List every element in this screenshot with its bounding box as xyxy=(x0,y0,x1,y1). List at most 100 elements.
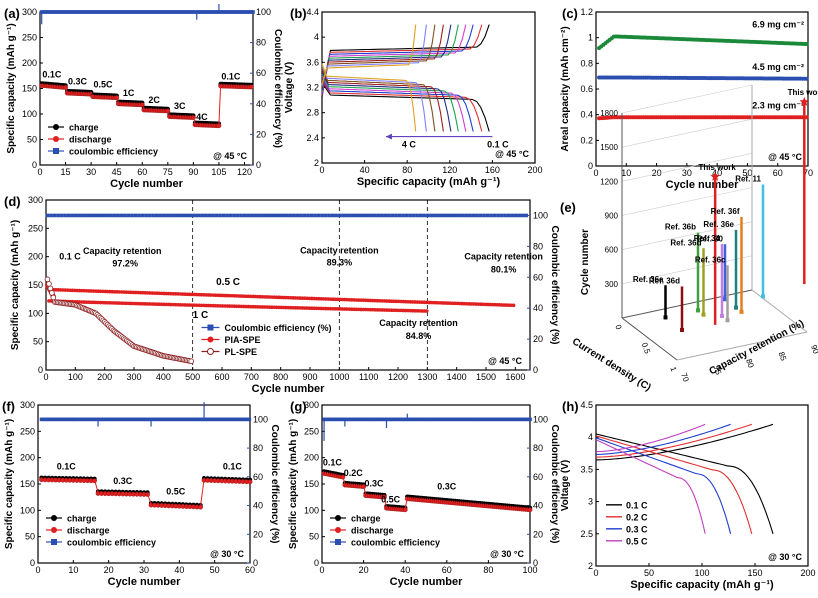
ce-point xyxy=(80,417,84,422)
ce-point xyxy=(179,213,184,218)
ce-point xyxy=(422,213,426,218)
ce-point xyxy=(133,417,137,422)
ce-point xyxy=(334,417,339,422)
ce-point xyxy=(186,213,191,218)
ce-point xyxy=(429,213,433,218)
ce-point xyxy=(77,213,81,218)
bar-label: Ref. 36d xyxy=(649,276,680,285)
y-tick-label: 0.2 xyxy=(580,135,593,145)
ce-point xyxy=(509,417,514,422)
bar-base xyxy=(725,318,730,323)
discharge-curve xyxy=(595,439,706,534)
ce-point xyxy=(87,213,92,218)
y-tick-label: 200 xyxy=(20,453,35,463)
ce-point xyxy=(175,417,180,422)
loading-label: 4.5 mg cm⁻² xyxy=(752,62,804,72)
ce-point xyxy=(243,417,247,422)
x-tick-label: 0 xyxy=(35,565,40,575)
ce-point xyxy=(256,213,261,218)
ce-point xyxy=(510,213,514,218)
rate-label: 2C xyxy=(148,95,160,105)
x-tick-label: 45 xyxy=(112,167,122,177)
y2-tick-label: 0 xyxy=(533,558,538,568)
ce-point xyxy=(341,417,345,422)
ce-point xyxy=(517,213,521,218)
y-tick-label: 0 xyxy=(314,558,319,568)
step-connector xyxy=(94,479,99,493)
ce-point xyxy=(365,417,370,422)
legend-marker xyxy=(207,324,214,331)
y-tick-label: 70 xyxy=(679,372,691,384)
ce-point xyxy=(177,417,182,422)
y-tick-label: 2.5 xyxy=(580,529,593,539)
ce-point xyxy=(295,213,300,218)
ce-point xyxy=(91,213,96,218)
rate-arrow-head xyxy=(385,133,392,140)
retention-label: Capacity retention xyxy=(464,252,543,262)
step-connector xyxy=(167,109,170,116)
y-tick-label: 150 xyxy=(304,479,319,489)
ce-point xyxy=(475,213,479,218)
ce-point xyxy=(73,417,78,422)
y-tick-label: 4.4 xyxy=(306,7,319,17)
ce-point xyxy=(383,213,388,218)
ce-point xyxy=(386,417,391,422)
ce-point xyxy=(320,213,324,218)
ce-point xyxy=(205,417,209,422)
ce-point xyxy=(198,417,203,422)
ce-point xyxy=(480,417,484,422)
panel-c: 0 10 20 30 40 50 60 70 0 0.2 0.4 0.6 0.8 1 1.2 Cycle nu… xyxy=(560,6,813,191)
ce-point xyxy=(111,417,116,422)
x-axis-label: Cycle number xyxy=(666,179,739,191)
y2-tick-label: 60 xyxy=(533,472,543,482)
rate-label: 1C xyxy=(123,88,135,98)
rate-label: 0.1C xyxy=(323,458,343,468)
y-tick-label: 200 xyxy=(28,252,43,262)
pl-spe-point xyxy=(188,358,195,365)
ce-point xyxy=(413,417,418,422)
ce-point xyxy=(120,417,124,422)
y-tick-label: 2 xyxy=(314,158,319,168)
ce-point xyxy=(181,417,186,422)
legend-label: discharge xyxy=(351,526,394,536)
ce-point xyxy=(353,417,358,422)
ce-point xyxy=(94,213,99,218)
ce-point xyxy=(236,417,241,422)
legend-marker xyxy=(51,527,57,533)
x-axis-label: Specific capacity (mAh g⁻¹) xyxy=(357,176,501,188)
ce-point xyxy=(447,417,451,422)
panel-label: (f) xyxy=(2,399,15,414)
pia-point xyxy=(424,309,429,313)
ce-point xyxy=(422,417,426,422)
y2-tick-label: 100 xyxy=(253,414,268,424)
ce-point xyxy=(50,417,54,422)
ce-point xyxy=(503,417,507,422)
ce-point xyxy=(242,213,247,218)
panel-d: 0 100 200 300 400 500 600 700 800 900 1000 1100 1200… xyxy=(4,194,560,395)
ce-point xyxy=(135,417,139,422)
bar-label: This work xyxy=(698,163,736,172)
ce-point xyxy=(345,417,349,422)
step-connector xyxy=(147,493,152,505)
ce-point xyxy=(52,213,57,218)
y2-tick-label: 60 xyxy=(256,68,266,78)
x-axis-label: Specific capacity (mAh g⁻¹) xyxy=(630,579,774,591)
ce-point xyxy=(90,417,95,422)
y-tick-label: 300 xyxy=(20,400,35,410)
discharge-curve xyxy=(595,433,774,534)
ce-point xyxy=(228,213,233,218)
x-tick-label: 80 xyxy=(402,165,412,175)
rate-label-0.5c: 0.5 C xyxy=(216,277,240,288)
x-tick-label: 1100 xyxy=(359,372,378,382)
ce-point xyxy=(232,213,236,218)
ce-point xyxy=(469,417,474,422)
ce-point xyxy=(112,213,117,218)
ce-point xyxy=(107,417,112,422)
y2-tick-label: 80 xyxy=(253,443,263,453)
ce-point xyxy=(442,417,447,422)
y-tick-label: 2 xyxy=(588,561,593,571)
legend-label: charge xyxy=(69,123,99,133)
x-tick-label: 10 xyxy=(621,168,631,178)
ce-point xyxy=(71,417,76,422)
